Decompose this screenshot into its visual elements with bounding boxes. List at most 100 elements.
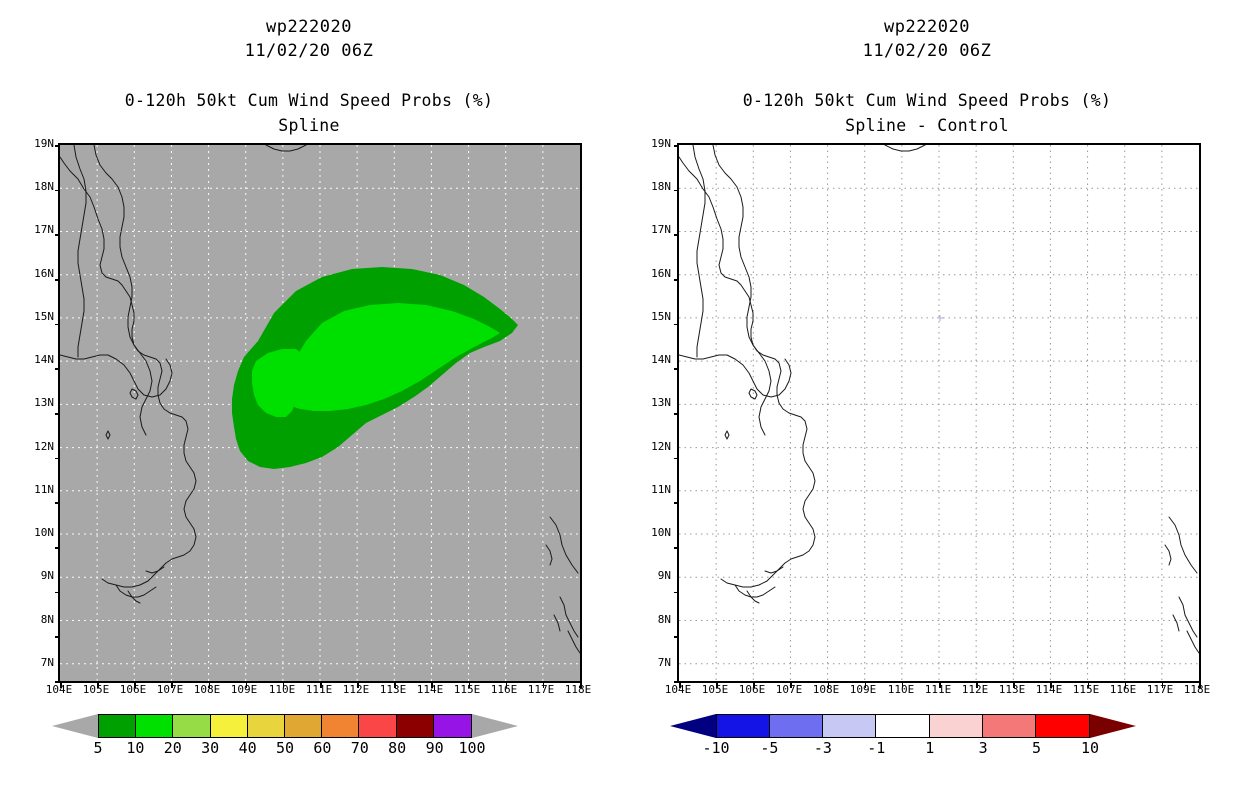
y-tick: 9N — [40, 569, 54, 582]
x-tick: 113E — [379, 683, 407, 696]
x-tick: 111E — [924, 683, 952, 696]
colorbar-swatch — [247, 715, 285, 737]
left-colorbar: 5 10 20 30 40 50 60 70 80 90 100 — [0, 714, 618, 764]
y-tick: 17N — [34, 223, 54, 236]
x-tick: 117E — [527, 683, 555, 696]
y-tickmark — [674, 547, 679, 549]
colorbar-tick-label: -1 — [867, 739, 886, 757]
y-tick: 14N — [34, 353, 54, 366]
y-tickmark — [55, 279, 60, 281]
colorbar-under-arrow — [52, 714, 98, 738]
y-tickmark — [674, 368, 679, 370]
colorbar-swatch — [770, 715, 824, 737]
x-tickmark — [864, 683, 867, 688]
colorbar-swatch — [929, 715, 983, 737]
y-tick: 11N — [34, 483, 54, 496]
colorbar-tick-label: 60 — [313, 739, 332, 757]
x-tick: 107E — [775, 683, 803, 696]
y-tick: 10N — [651, 526, 671, 539]
left-map — [58, 143, 582, 683]
x-tickmark — [431, 683, 433, 688]
y-tick: 17N — [651, 223, 671, 236]
x-tick: 104E — [664, 683, 692, 696]
colorbar-swatch — [396, 715, 434, 737]
x-tick: 116E — [490, 683, 518, 696]
y-tick: 14N — [651, 353, 671, 366]
y-tick: 11N — [651, 483, 671, 496]
x-tick: 118E — [1183, 683, 1211, 696]
colorbar-swatch — [136, 715, 174, 737]
x-tick: 118E — [564, 683, 592, 696]
y-tickmark — [55, 502, 60, 504]
y-tickmark — [674, 681, 679, 683]
right-map — [677, 143, 1201, 683]
left-chart-subtitle: Spline — [278, 116, 340, 135]
x-tickmark — [1013, 683, 1015, 688]
x-tick: 116E — [1109, 683, 1137, 696]
y-tick: 15N — [651, 310, 671, 323]
y-tick: 13N — [34, 396, 54, 409]
y-tickmark — [55, 636, 60, 638]
colorbar-tick-label: 100 — [458, 739, 486, 757]
left-map-graphic — [60, 145, 580, 681]
x-tick: 107E — [156, 683, 184, 696]
contour-10-20-west — [252, 349, 306, 417]
right-difference-speck — [937, 315, 943, 321]
x-tick: 112E — [342, 683, 370, 696]
right-chart-subtitle: Spline - Control — [845, 116, 1009, 135]
colorbar-tick-label: 10 — [126, 739, 145, 757]
x-tickmark — [468, 683, 471, 688]
left-datetime: 11/02/20 06Z — [244, 41, 374, 61]
x-tick: 114E — [1035, 683, 1063, 696]
x-tickmark — [753, 683, 755, 688]
colorbar-swatch — [210, 715, 248, 737]
colorbar-tick-label: 10 — [1080, 739, 1100, 757]
x-tickmark — [1050, 683, 1052, 688]
x-tickmark — [394, 683, 396, 688]
x-tick: 104E — [45, 683, 73, 696]
y-tick: 8N — [40, 613, 54, 626]
x-tickmark — [505, 683, 508, 688]
x-tickmark — [282, 683, 285, 688]
x-tickmark — [60, 683, 62, 688]
x-tickmark — [208, 683, 211, 688]
y-tick: 13N — [651, 396, 671, 409]
y-tick: 9N — [657, 569, 671, 582]
colorbar-swatch — [1035, 715, 1089, 737]
colorbar-swatch — [876, 715, 930, 737]
x-tickmark — [1124, 683, 1127, 688]
y-tick: 10N — [34, 526, 54, 539]
x-tick: 115E — [1072, 683, 1100, 696]
x-tick: 111E — [305, 683, 333, 696]
right-x-axis: 104E 105E 106E 107E 108E 109E 110E 111E … — [618, 684, 1236, 702]
y-tick: 19N — [651, 137, 671, 150]
x-tick: 106E — [738, 683, 766, 696]
colorbar-swatch — [173, 715, 211, 737]
colorbar-swatch — [823, 715, 877, 737]
right-gridlines — [679, 145, 1199, 681]
left-y-axis: 19N 18N 17N 16N 15N 14N 13N 12N 11N 10N … — [2, 138, 54, 679]
y-tickmark — [55, 547, 60, 549]
x-tickmark — [827, 683, 830, 688]
left-probability-contours — [232, 267, 518, 469]
colorbar-swatch — [99, 715, 137, 737]
x-tick: 105E — [82, 683, 110, 696]
x-tick: 105E — [701, 683, 729, 696]
y-tickmark — [55, 591, 60, 594]
y-tickmark — [674, 145, 679, 147]
y-tickmark — [674, 279, 679, 281]
x-tick: 110E — [268, 683, 296, 696]
colorbar-swatch — [359, 715, 397, 737]
right-storm-id: wp222020 — [884, 17, 970, 37]
colorbar-tick-label: 90 — [425, 739, 444, 757]
x-tickmark — [357, 683, 359, 688]
colorbar-tick-label: 5 — [1032, 739, 1042, 757]
right-y-axis: 19N 18N 17N 16N 15N 14N 13N 12N 11N 10N … — [619, 138, 671, 679]
left-chart-title: 0-120h 50kt Cum Wind Speed Probs (%) — [124, 91, 494, 110]
y-tickmark — [674, 234, 679, 236]
x-tick: 113E — [998, 683, 1026, 696]
right-chart-title: 0-120h 50kt Cum Wind Speed Probs (%) — [742, 91, 1112, 110]
y-tickmark — [674, 591, 679, 594]
y-tickmark — [55, 323, 60, 326]
colorbar-over-arrow — [472, 714, 518, 738]
